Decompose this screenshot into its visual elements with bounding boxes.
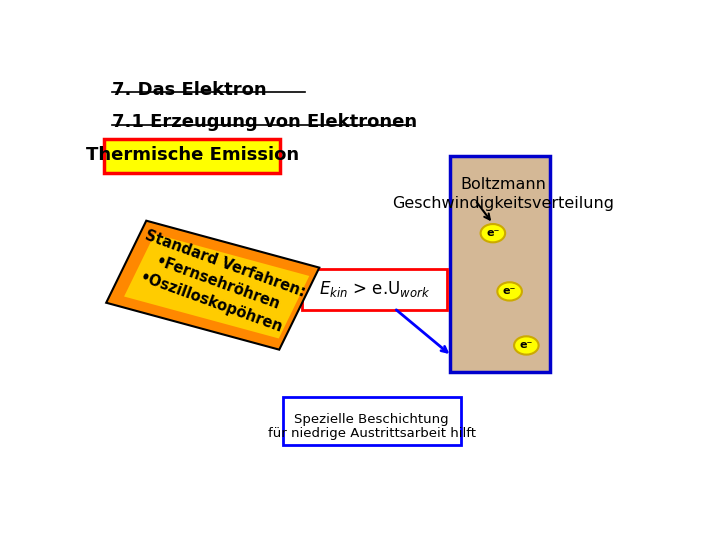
FancyBboxPatch shape (282, 397, 461, 446)
Text: Spezielle Beschichtung: Spezielle Beschichtung (294, 413, 449, 426)
Text: 7. Das Elektron: 7. Das Elektron (112, 82, 267, 99)
Text: e⁻: e⁻ (520, 340, 533, 350)
Text: e⁻: e⁻ (486, 228, 500, 238)
FancyBboxPatch shape (302, 268, 447, 310)
Text: für niedrige Austrittsarbeit hilft: für niedrige Austrittsarbeit hilft (268, 427, 476, 440)
Text: Boltzmann: Boltzmann (460, 177, 546, 192)
Polygon shape (107, 221, 319, 350)
Circle shape (514, 336, 539, 355)
Circle shape (498, 282, 522, 301)
Text: Geschwindigkeitsverteilung: Geschwindigkeitsverteilung (392, 196, 614, 211)
Text: Standard Verfahren:
•Fernsehröhren
•Oszilloskopöhren: Standard Verfahren: •Fernsehröhren •Oszi… (129, 227, 307, 339)
Text: $E_{kin}$ > e.U$_{work}$: $E_{kin}$ > e.U$_{work}$ (319, 279, 430, 299)
Circle shape (481, 224, 505, 242)
FancyBboxPatch shape (450, 156, 550, 373)
Text: Thermische Emission: Thermische Emission (86, 146, 299, 165)
Polygon shape (124, 234, 310, 339)
FancyBboxPatch shape (104, 139, 280, 173)
Text: e⁻: e⁻ (503, 286, 516, 296)
Text: 7.1 Erzeugung von Elektronen: 7.1 Erzeugung von Elektronen (112, 113, 418, 131)
